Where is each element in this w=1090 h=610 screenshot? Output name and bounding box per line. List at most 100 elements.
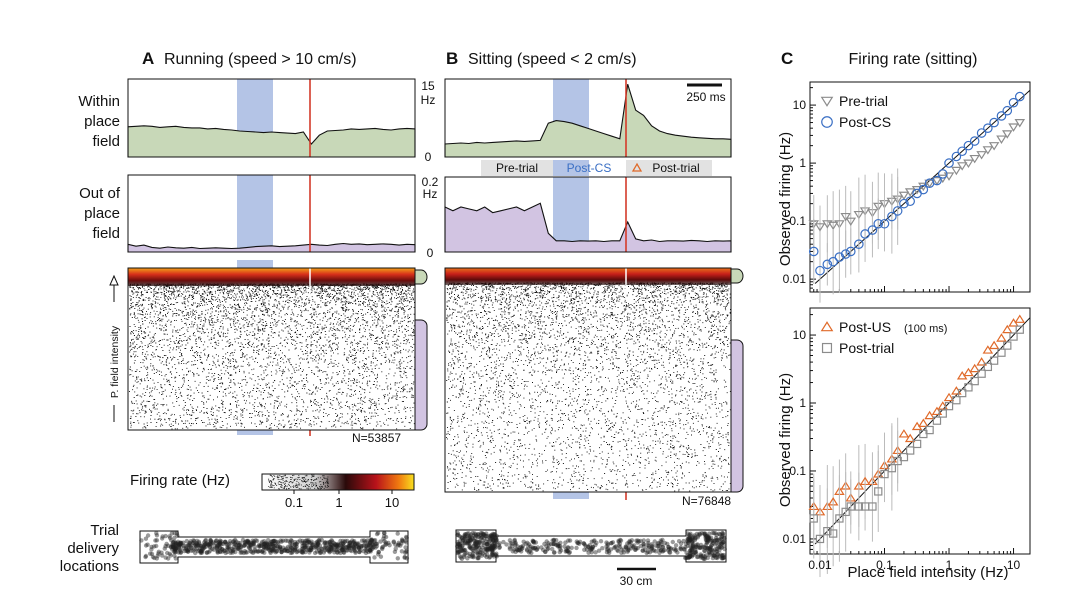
delivery-point [257, 548, 262, 554]
delivery-point [300, 538, 305, 544]
data-point [931, 177, 943, 186]
delivery-point [467, 553, 472, 559]
delivery-point [678, 545, 683, 550]
delivery-point [659, 542, 664, 547]
out-yunit: Hz [423, 187, 438, 201]
delivery-point [292, 546, 298, 551]
delivery-point [335, 549, 340, 555]
delivery-point [721, 540, 726, 545]
delivery-point [706, 536, 711, 541]
delivery-point [719, 541, 724, 546]
delivery-point [464, 541, 470, 546]
delivery-point [483, 549, 488, 554]
delivery-point [186, 547, 191, 552]
delivery-point [329, 542, 334, 547]
delivery-point [359, 544, 364, 549]
delivery-point [175, 533, 180, 538]
delivery-point [339, 541, 344, 546]
delivery-point [328, 539, 333, 544]
panel-a-n: N=53857 [352, 431, 401, 445]
delivery-point [172, 531, 177, 536]
data-point [834, 252, 845, 262]
delivery-point [493, 545, 498, 550]
delivery-point [647, 550, 653, 555]
delivery-point [334, 543, 339, 548]
delivery-point [194, 538, 200, 544]
delivery-point [587, 546, 593, 552]
delivery-point [598, 539, 604, 544]
delivery-point [641, 538, 646, 543]
delivery-point [228, 550, 233, 555]
delivery-point [641, 544, 647, 549]
track-label-1: Trial [90, 522, 119, 539]
delivery-point [319, 546, 324, 551]
delivery-point [624, 545, 629, 550]
delivery-point [263, 546, 268, 551]
delivery-point [653, 543, 659, 548]
delivery-point [690, 552, 695, 557]
data-point [963, 159, 974, 169]
delivery-point [253, 549, 259, 554]
delivery-point [338, 542, 343, 547]
delivery-point [543, 549, 548, 555]
delivery-point [145, 542, 150, 547]
delivery-point [191, 548, 196, 553]
delivery-point [660, 544, 665, 550]
delivery-point [489, 550, 495, 556]
delivery-point [565, 549, 571, 554]
delivery-point [279, 549, 284, 554]
delivery-point [722, 535, 727, 540]
delivery-point [544, 544, 549, 549]
delivery-point [266, 545, 272, 550]
delivery-point [269, 539, 274, 545]
delivery-point [160, 534, 165, 539]
delivery-point [475, 543, 481, 548]
delivery-point [269, 547, 274, 552]
delivery-point [251, 539, 257, 544]
delivery-point [288, 538, 294, 543]
delivery-point [248, 544, 253, 549]
delivery-point [484, 546, 489, 551]
data-point [899, 452, 909, 462]
delivery-point [584, 547, 590, 552]
delivery-point [266, 544, 272, 549]
delivery-point [718, 541, 724, 546]
delivery-point [690, 544, 695, 550]
delivery-point [346, 544, 352, 549]
delivery-point [574, 539, 579, 544]
delivery-point [612, 544, 617, 550]
delivery-point [173, 547, 178, 552]
track-b: 30 cm [455, 529, 727, 588]
delivery-point [592, 538, 597, 543]
epoch-box-postcs [553, 160, 589, 176]
delivery-point [476, 532, 481, 537]
delivery-point [301, 540, 306, 546]
delivery-point [690, 543, 695, 548]
delivery-point [199, 548, 204, 553]
delivery-point [217, 549, 223, 554]
delivery-point [178, 542, 183, 547]
data-point [912, 439, 922, 449]
delivery-point [259, 541, 264, 546]
delivery-point [490, 538, 495, 543]
delivery-point [170, 542, 175, 547]
y-tick-label: 10 [793, 328, 807, 342]
delivery-point [474, 539, 479, 545]
colorbar-tick-label: 0.1 [285, 495, 303, 510]
legend-label: Post-CS [839, 114, 891, 130]
delivery-point [200, 546, 205, 552]
delivery-point [337, 549, 342, 554]
delivery-point [217, 541, 222, 546]
delivery-point [575, 540, 581, 545]
delivery-point [197, 545, 203, 550]
raster-ylabel-group: P. field intensity [109, 274, 121, 422]
delivery-point [703, 537, 709, 542]
delivery-point [704, 545, 709, 551]
delivery-point [208, 542, 213, 547]
delivery-point [351, 540, 356, 545]
delivery-point [457, 534, 462, 539]
delivery-point [476, 543, 481, 548]
delivery-point [202, 545, 207, 550]
delivery-point [702, 531, 707, 536]
delivery-point [471, 555, 476, 560]
